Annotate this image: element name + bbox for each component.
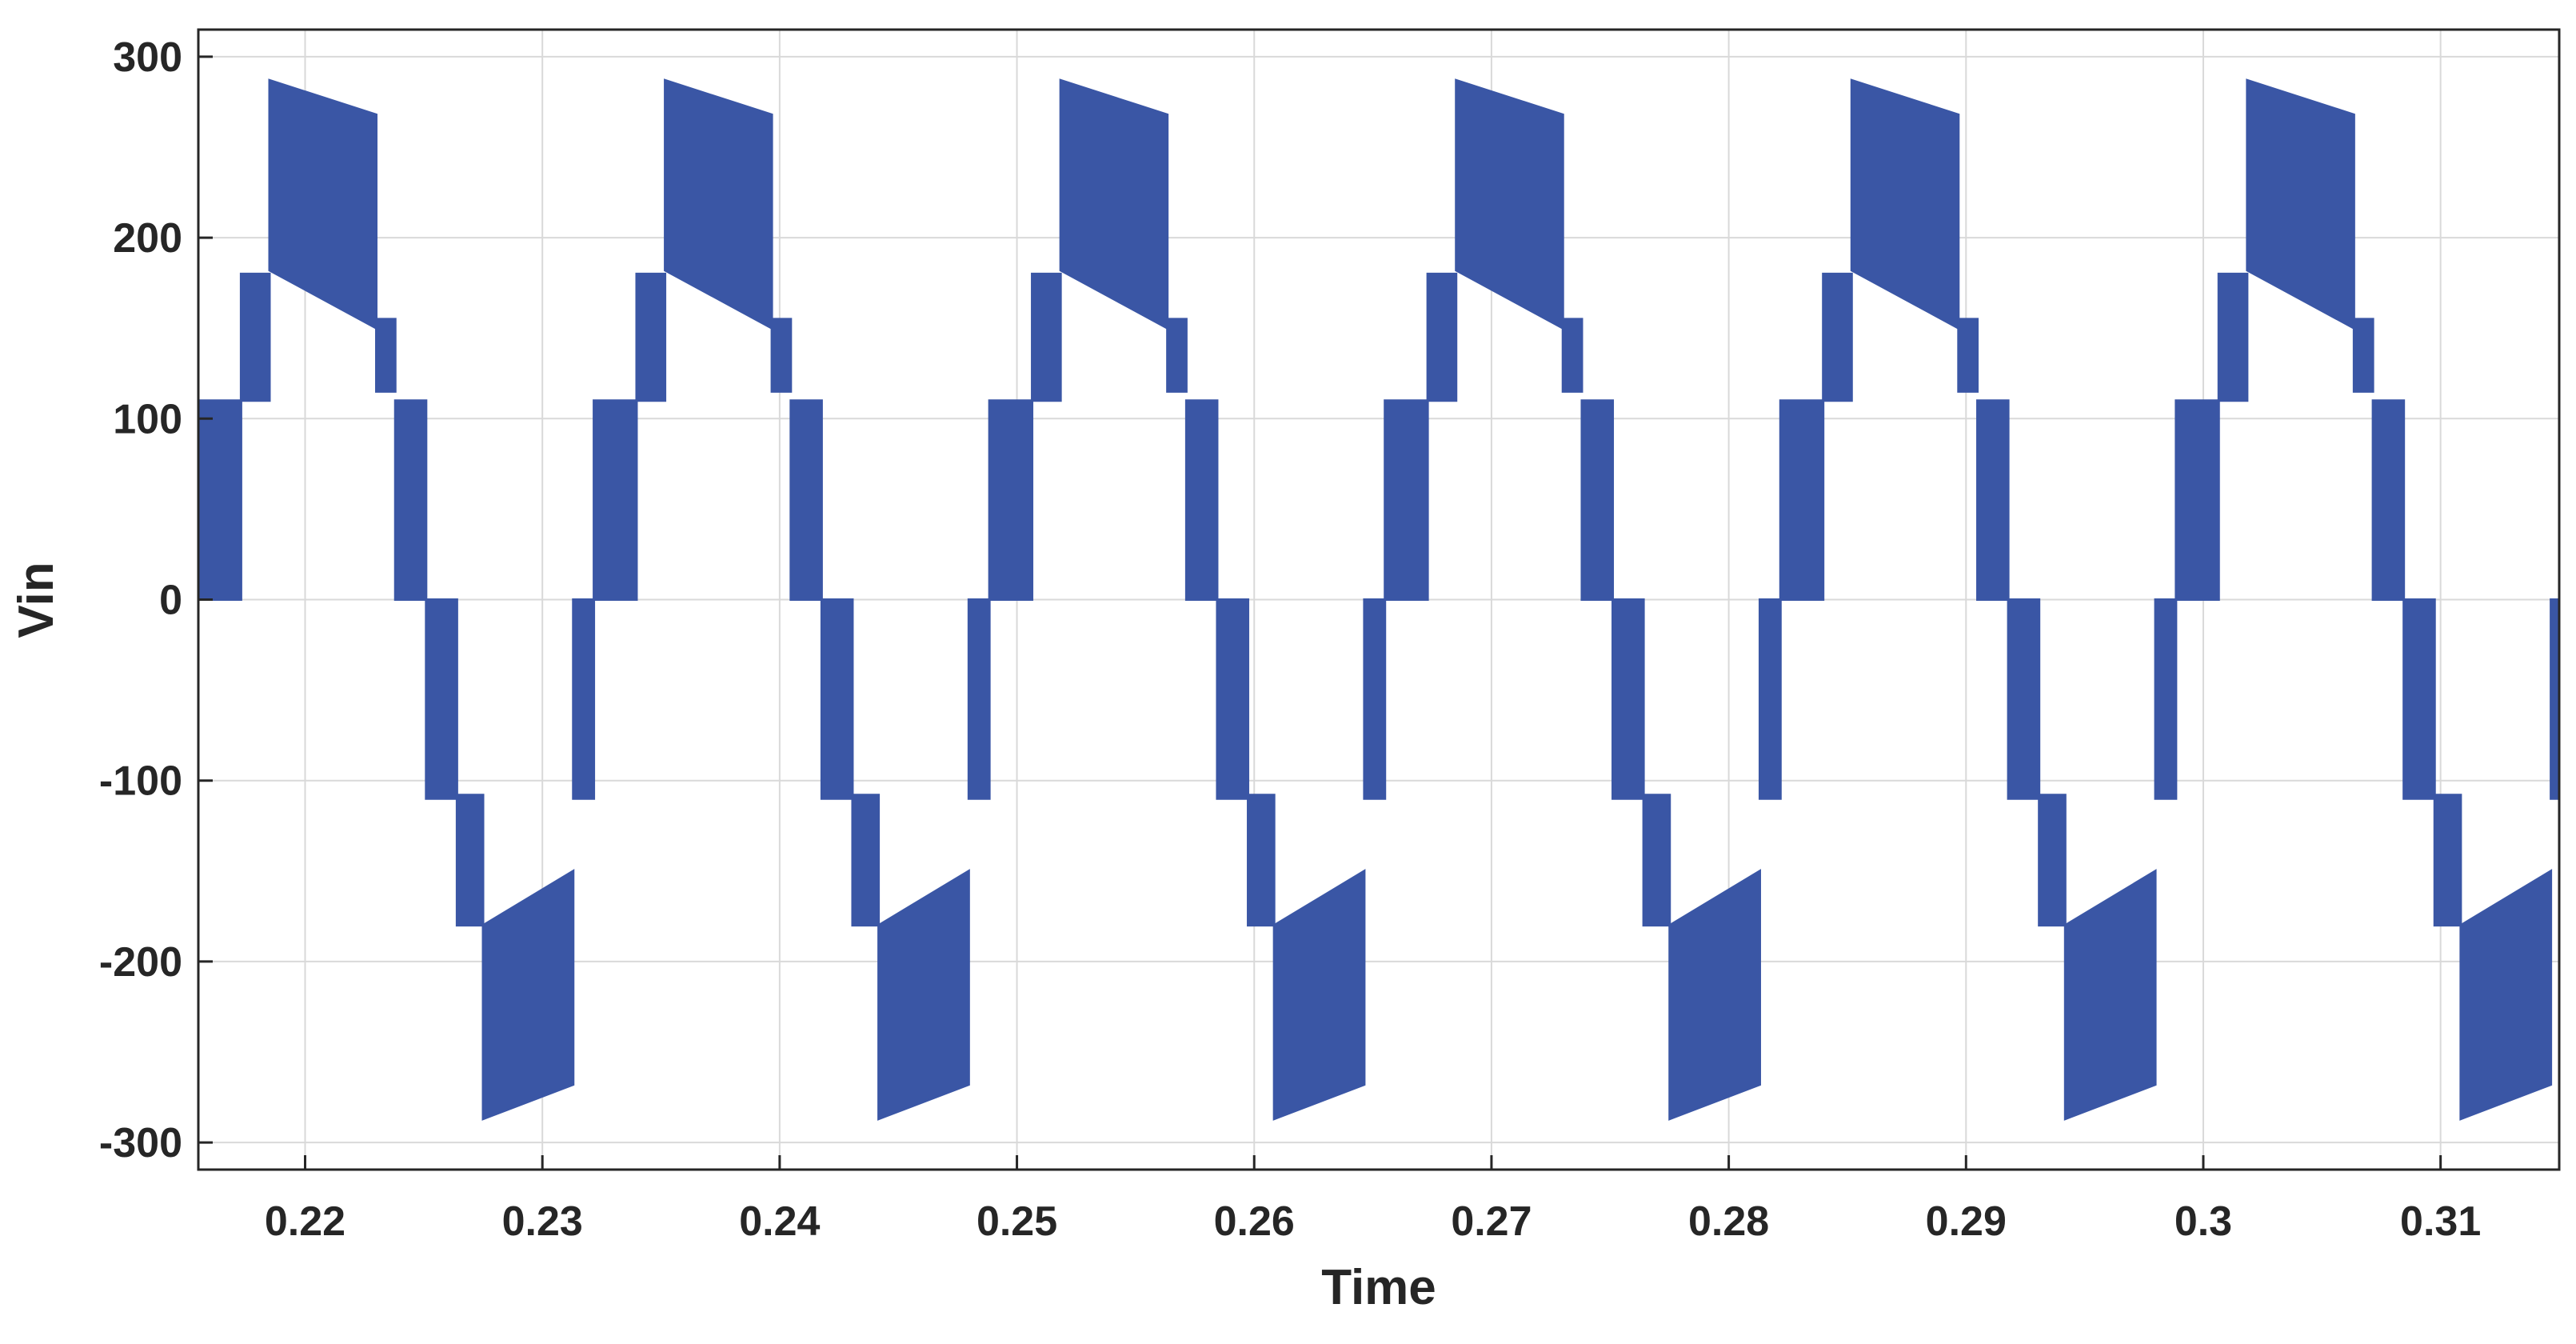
waveform-band: [1216, 598, 1250, 800]
waveform-band: [87, 871, 178, 1119]
waveform-band: [2007, 598, 2041, 800]
y-tick-label: 200: [113, 215, 182, 262]
waveform-band: [593, 399, 638, 601]
waveform-band: [1642, 794, 1671, 927]
waveform-band: [1184, 399, 1219, 601]
x-axis-label: Time: [1321, 1260, 1436, 1315]
y-tick-label: -300: [99, 1120, 182, 1166]
waveform-band: [1580, 399, 1615, 601]
waveform-band: [481, 869, 575, 1121]
x-tick-label: 0.26: [1214, 1198, 1295, 1245]
waveform-band: [198, 399, 242, 601]
waveform-band: [988, 399, 1034, 601]
waveform-band: [820, 598, 854, 800]
y-axis-label: Vin: [9, 562, 64, 638]
waveform-band: [268, 78, 378, 330]
waveform-band: [2371, 399, 2406, 601]
waveform-band: [1166, 318, 1188, 393]
waveform-band: [1957, 318, 1979, 393]
waveform-band: [1668, 869, 1761, 1121]
x-tick-label: 0.25: [976, 1198, 1057, 1245]
waveform-band: [1384, 399, 1429, 601]
x-tick-label: 0.24: [739, 1198, 820, 1245]
waveform-band: [375, 318, 397, 393]
waveform-band: [1455, 78, 1564, 330]
waveform-band: [2175, 399, 2220, 601]
waveform-band: [1976, 399, 2010, 601]
waveform-band: [851, 794, 881, 927]
waveform-band: [2550, 598, 2559, 800]
waveform-band: [1561, 318, 1584, 393]
x-tick-label: 0.28: [1688, 1198, 1769, 1245]
y-axis-ticks: 300 200 100 0 -100 -200 -300: [99, 34, 213, 1166]
waveform-band: [1822, 272, 1853, 402]
waveform-band: [1779, 399, 1825, 601]
waveform-band: [572, 598, 596, 800]
waveform-band: [1272, 869, 1366, 1121]
x-tick-label: 0.23: [502, 1198, 583, 1245]
waveform-band: [2402, 598, 2436, 800]
waveform-band: [1059, 78, 1169, 330]
waveform-band: [877, 869, 970, 1121]
waveform-band: [455, 794, 485, 927]
y-tick-label: 100: [113, 396, 182, 442]
x-tick-label: 0.27: [1451, 1198, 1532, 1245]
waveform-band: [1031, 272, 1062, 402]
waveform-band: [1758, 598, 1782, 800]
waveform-band: [1611, 598, 1645, 800]
waveform-band: [1363, 598, 1387, 800]
x-tick-label: 0.22: [265, 1198, 345, 1245]
x-tick-label: 0.3: [2175, 1198, 2232, 1245]
waveform-band: [2246, 78, 2355, 330]
x-axis-ticks: 0.22 0.23 0.24 0.25 0.26 0.27 0.28 0.29 0.3 0.31: [265, 1155, 2481, 1245]
waveform-band: [2063, 869, 2157, 1121]
waveform-band: [635, 272, 667, 402]
waveform-band: [789, 399, 823, 601]
waveform-band: [2154, 598, 2178, 800]
series-vin: [87, 78, 2576, 1121]
waveform-band: [1850, 78, 1960, 330]
waveform-band: [770, 318, 793, 393]
waveform-band: [2433, 794, 2462, 927]
waveform-band: [1426, 272, 1458, 402]
waveform-band: [2038, 794, 2067, 927]
waveform-band: [2459, 869, 2553, 1121]
waveform-band: [2352, 318, 2374, 393]
waveform-band: [967, 598, 991, 800]
y-tick-label: -200: [99, 939, 182, 986]
y-tick-label: 300: [113, 34, 182, 81]
waveform-band: [239, 272, 271, 402]
waveform-band: [425, 598, 458, 800]
x-tick-label: 0.31: [2400, 1198, 2481, 1245]
waveform-band: [2571, 401, 2576, 600]
waveform-band: [393, 399, 428, 601]
y-tick-label: -100: [99, 758, 182, 805]
y-tick-label: 0: [159, 578, 182, 624]
x-tick-label: 0.29: [1926, 1198, 2007, 1245]
waveform-band: [2217, 272, 2249, 402]
waveform-band: [664, 78, 773, 330]
waveform-band: [1247, 794, 1276, 927]
